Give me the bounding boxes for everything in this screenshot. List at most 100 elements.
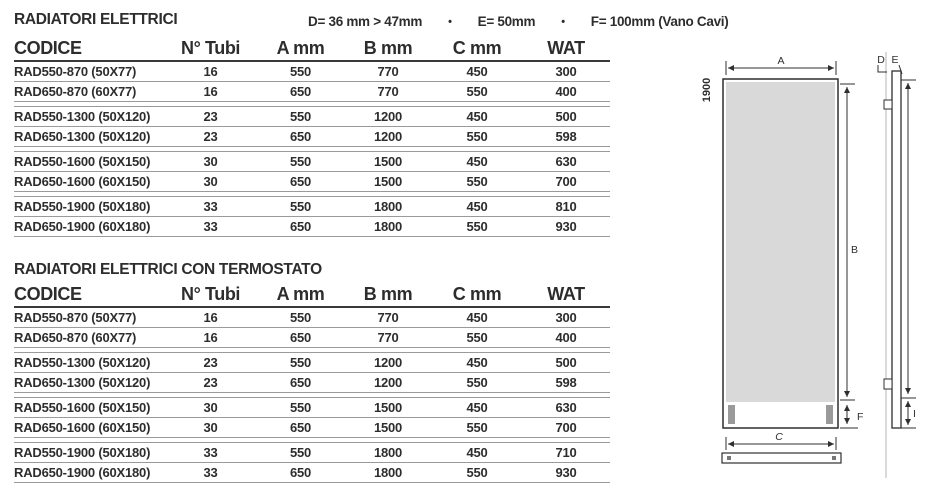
bottom-view-bar [721, 452, 842, 464]
cell-c: 550 [466, 465, 488, 480]
cell-wat: 930 [555, 219, 577, 234]
cell-tubi: 16 [203, 330, 218, 345]
row-group: RAD550-870 (50X77) 16 550 770 450 300 RA… [14, 62, 610, 102]
cell-a: 550 [289, 310, 312, 325]
cell-wat: 598 [555, 129, 577, 144]
cell-tubi: 30 [203, 174, 218, 189]
bullet-separator: • [561, 15, 565, 28]
note-e: E= 50mm [477, 14, 536, 29]
cell-tubi: 16 [203, 310, 218, 325]
cell-tubi: 33 [203, 465, 218, 480]
note-d: D= 36 mm > 47mm [308, 14, 423, 29]
table-row: RAD550-1900 (50X180) 33 550 1800 450 810 [14, 197, 610, 217]
cell-codice: RAD650-1600 (60X150) [14, 174, 151, 189]
cell-tubi: 30 [203, 400, 218, 415]
col-header-a: A mm [276, 37, 325, 58]
cell-a: 650 [289, 129, 312, 144]
cell-a: 550 [289, 355, 312, 370]
cell-codice: RAD550-870 (50X77) [14, 310, 137, 325]
cell-b: 770 [377, 310, 399, 325]
cell-wat: 930 [555, 465, 577, 480]
dimension-note: D= 36 mm > 47mm • E= 50mm • F= 100mm (Va… [308, 14, 729, 29]
cell-c: 450 [466, 199, 488, 214]
cell-wat: 710 [555, 445, 577, 460]
cell-codice: RAD650-1900 (60X180) [14, 465, 151, 480]
foot-right [826, 405, 833, 424]
bullet-separator: • [448, 15, 452, 28]
cell-b: 1200 [373, 355, 403, 370]
row-group: RAD550-1600 (50X150) 30 550 1500 450 630… [14, 397, 610, 438]
cell-codice: RAD650-870 (60X77) [14, 330, 137, 345]
cell-wat: 630 [555, 154, 577, 169]
row-group: RAD550-1600 (50X150) 30 550 1500 450 630… [14, 151, 610, 192]
col-header-codice: CODICE [14, 283, 82, 304]
cell-a: 650 [289, 174, 312, 189]
cell-a: 650 [289, 420, 312, 435]
cell-c: 450 [466, 310, 488, 325]
dim-b-label: B [851, 244, 858, 256]
cell-b: 770 [377, 330, 399, 345]
cell-c: 450 [466, 64, 488, 79]
cell-b: 1800 [373, 445, 403, 460]
radiator-diagram: 1900 A B F C D E [701, 52, 916, 478]
row-group: RAD550-1900 (50X180) 33 550 1800 450 810… [14, 196, 610, 237]
dim-f-label: F [857, 411, 863, 423]
row-group: RAD550-870 (50X77) 16 550 770 450 300 RA… [14, 308, 610, 348]
cell-b: 1800 [373, 219, 403, 234]
cell-c: 450 [466, 445, 488, 460]
cell-a: 550 [289, 109, 312, 124]
cell-codice: RAD550-1300 (50X120) [14, 355, 151, 370]
cell-b: 1500 [373, 400, 403, 415]
table-header-row: CODICE N° Tubi A mm B mm C mm WAT [14, 282, 610, 308]
cell-wat: 400 [555, 330, 577, 345]
cell-b: 1200 [373, 109, 403, 124]
table-row: RAD650-1300 (50X120) 23 650 1200 550 598 [14, 373, 610, 393]
table-row: RAD650-870 (60X77) 16 650 770 550 400 [14, 82, 610, 102]
cell-codice: RAD650-1300 (50X120) [14, 129, 151, 144]
cell-wat: 700 [555, 420, 577, 435]
bottom-view-dot-left [727, 456, 731, 460]
section2-title: RADIATORI ELETTRICI CON TERMOSTATO [14, 261, 322, 278]
cell-tubi: 33 [203, 445, 218, 460]
cell-tubi: 23 [203, 375, 218, 390]
cell-codice: RAD550-1900 (50X180) [14, 445, 151, 460]
dim-a-label: A [777, 55, 784, 67]
cell-a: 650 [289, 465, 312, 480]
cell-codice: RAD650-1600 (60X150) [14, 420, 151, 435]
cell-tubi: 23 [203, 129, 218, 144]
cell-c: 550 [466, 420, 488, 435]
col-header-tubi: N° Tubi [180, 283, 241, 304]
cell-c: 550 [466, 84, 488, 99]
table-row: RAD550-1300 (50X120) 23 550 1200 450 500 [14, 353, 610, 373]
table-row: RAD550-1300 (50X120) 23 550 1200 450 500 [14, 107, 610, 127]
note-f: F= 100mm (Vano Cavi) [590, 14, 729, 29]
cell-tubi: 16 [203, 64, 218, 79]
cell-tubi: 16 [203, 84, 218, 99]
cell-wat: 700 [555, 174, 577, 189]
side-view-profile [891, 70, 902, 429]
cell-c: 450 [466, 154, 488, 169]
cell-wat: 300 [555, 64, 577, 79]
cell-c: 550 [466, 219, 488, 234]
cell-tubi: 30 [203, 154, 218, 169]
cell-c: 550 [466, 174, 488, 189]
cell-b: 1200 [373, 129, 403, 144]
cell-wat: 400 [555, 84, 577, 99]
cell-b: 770 [377, 64, 399, 79]
table-row: RAD650-1900 (60X180) 33 650 1800 550 930 [14, 463, 610, 483]
table-row: RAD550-1600 (50X150) 30 550 1500 450 630 [14, 398, 610, 418]
col-header-c: C mm [452, 37, 502, 58]
cell-codice: RAD550-870 (50X77) [14, 64, 137, 79]
cell-c: 550 [466, 375, 488, 390]
cell-a: 550 [289, 400, 312, 415]
table-row: RAD650-1600 (60X150) 30 650 1500 550 700 [14, 418, 610, 438]
cell-c: 550 [466, 330, 488, 345]
col-header-codice: CODICE [14, 37, 82, 58]
cell-wat: 500 [555, 109, 577, 124]
table-header-row: CODICE N° Tubi A mm B mm C mm WAT [14, 36, 610, 62]
cell-c: 550 [466, 129, 488, 144]
cell-c: 450 [466, 355, 488, 370]
wall-bracket-upper [883, 99, 893, 110]
cell-b: 1800 [373, 199, 403, 214]
